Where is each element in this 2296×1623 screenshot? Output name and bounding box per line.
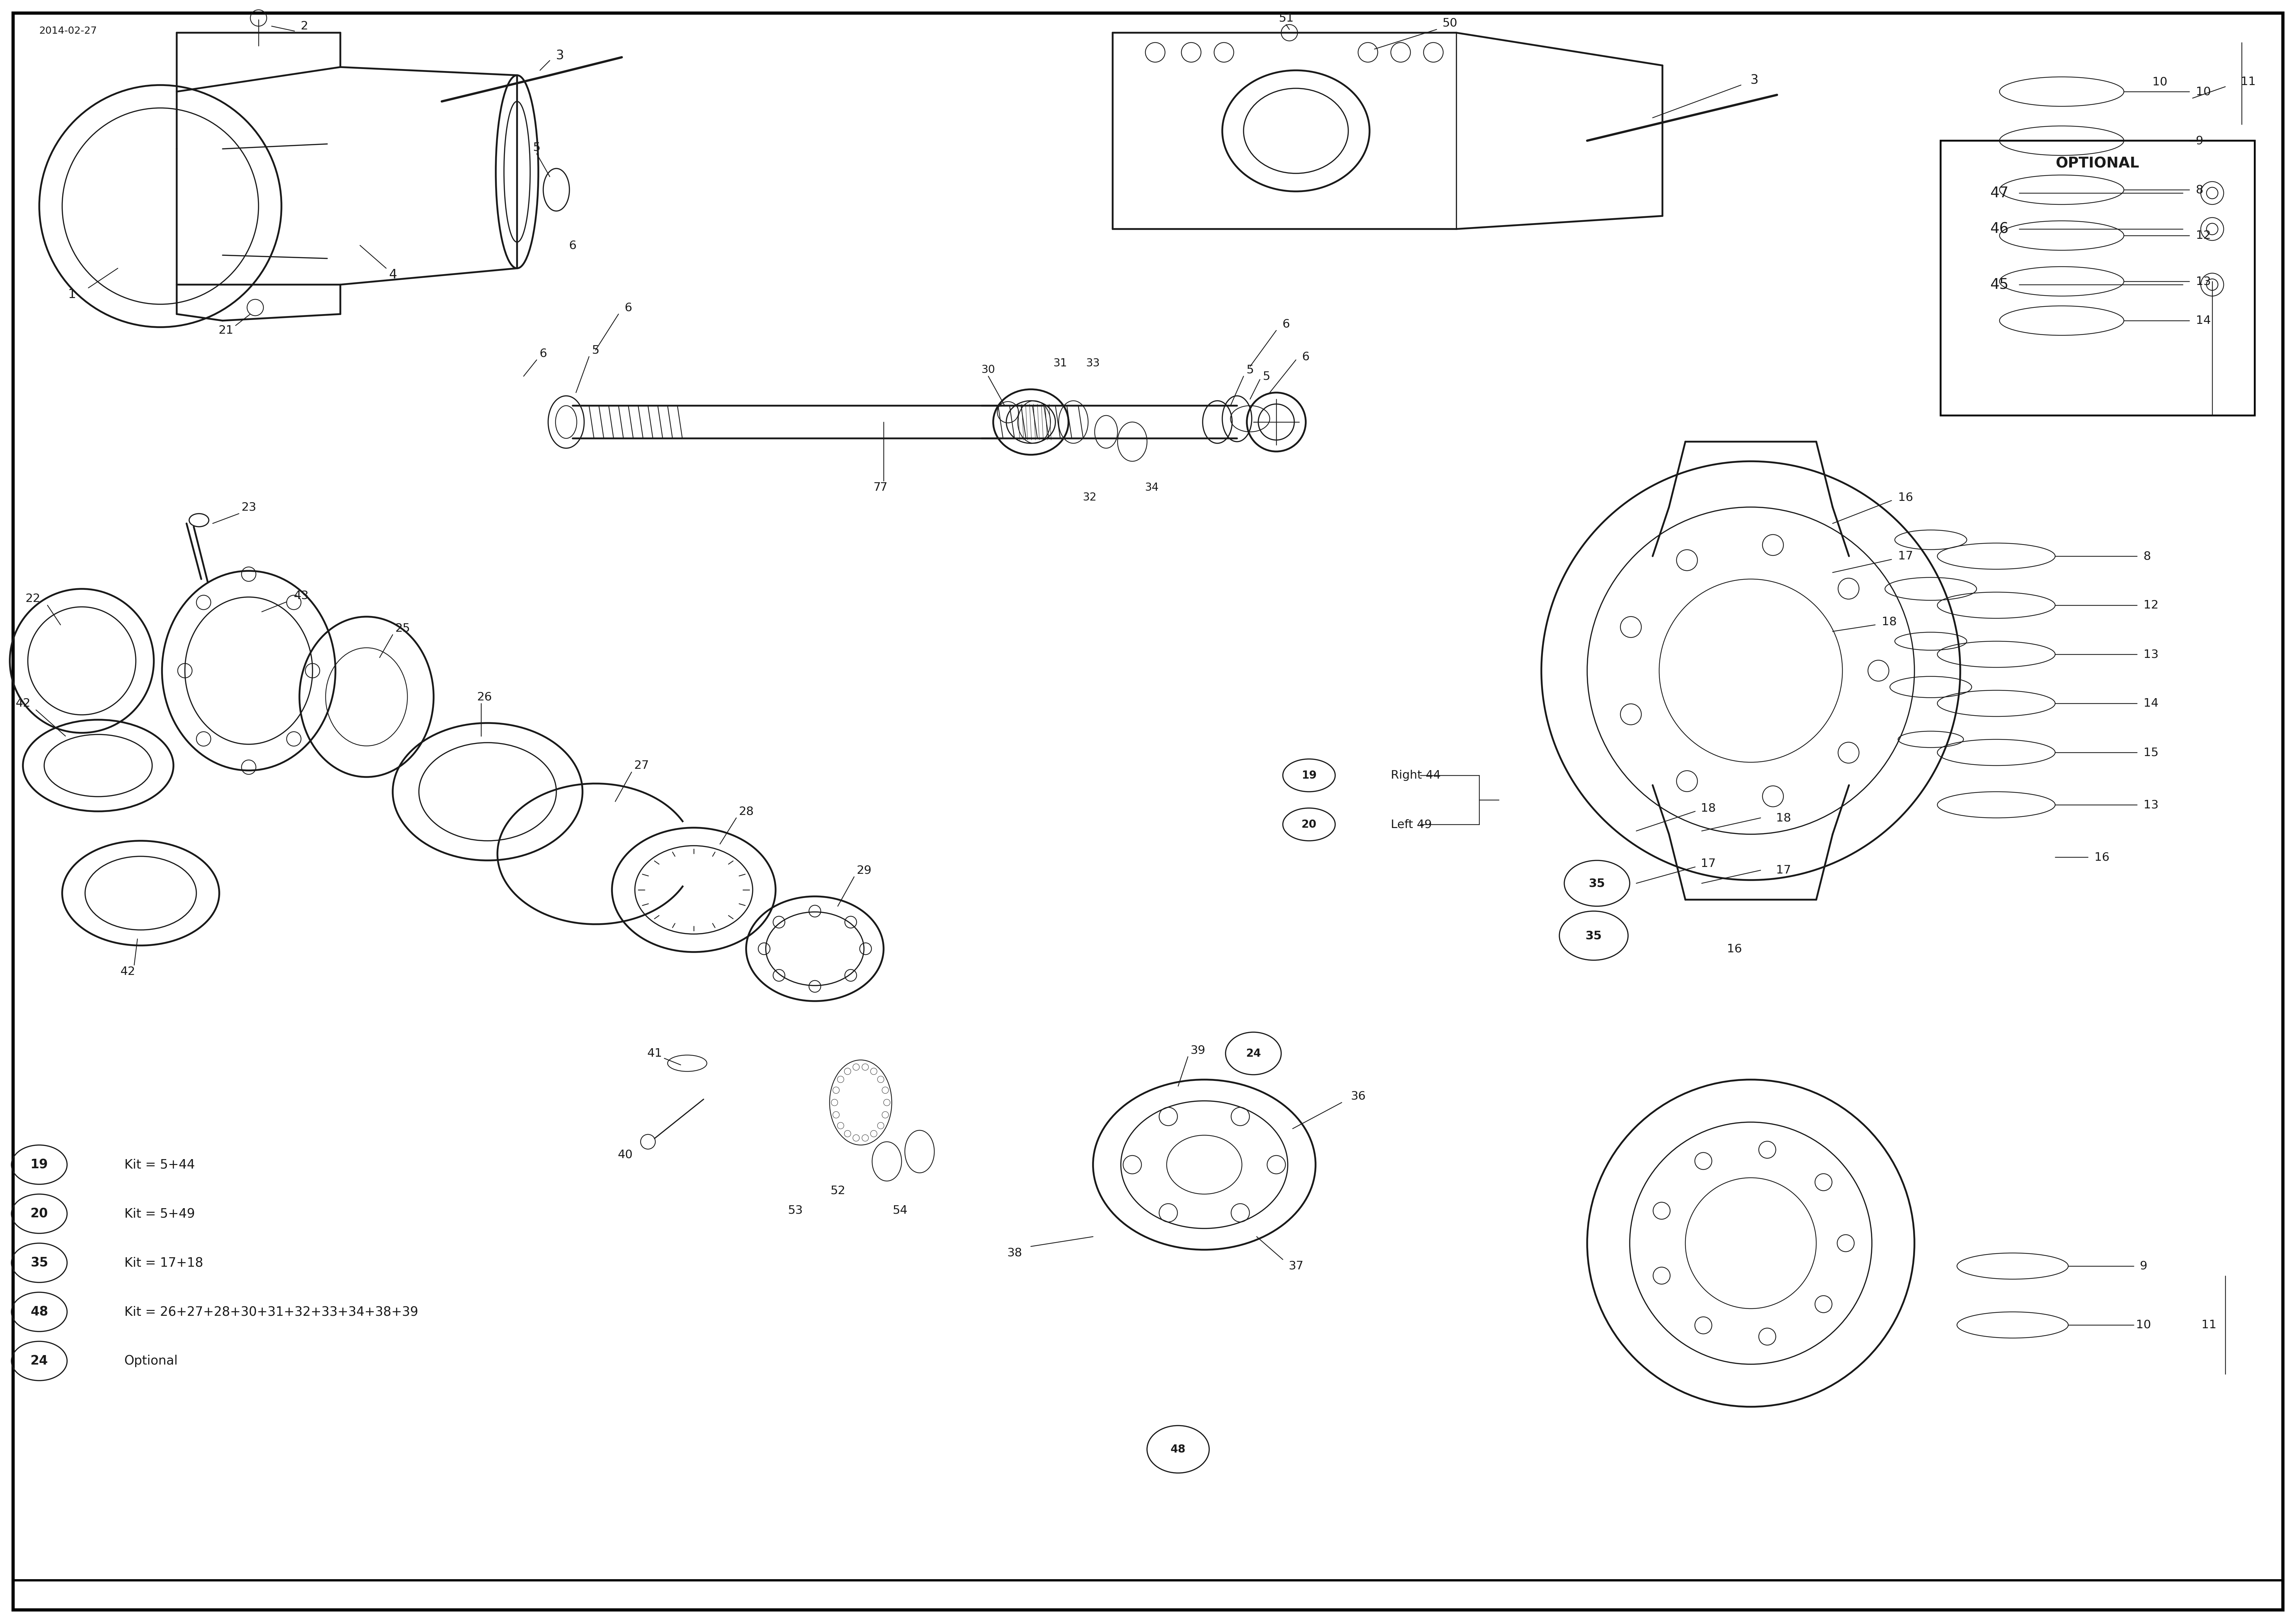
Text: 11: 11 [2241,76,2255,88]
Text: 34: 34 [1146,482,1159,493]
Text: 46: 46 [1991,222,2009,235]
Text: 43: 43 [294,589,308,601]
Text: 29: 29 [856,865,872,876]
Text: 23: 23 [241,502,257,513]
Text: 35: 35 [1589,878,1605,889]
Text: 50: 50 [1442,18,1458,29]
Text: Right 44: Right 44 [1391,769,1440,781]
Text: 2014-02-27: 2014-02-27 [39,26,96,36]
Text: 13: 13 [2144,799,2158,810]
Text: 18: 18 [1777,813,1791,823]
Text: 40: 40 [618,1149,634,1160]
Text: 41: 41 [647,1048,661,1058]
Text: 35: 35 [30,1256,48,1269]
Text: 9: 9 [2140,1261,2147,1272]
Text: Kit = 26+27+28+30+31+32+33+34+38+39: Kit = 26+27+28+30+31+32+33+34+38+39 [124,1305,418,1318]
Text: 47: 47 [1991,187,2009,200]
Text: 16: 16 [1727,943,1743,954]
Text: 12: 12 [2195,230,2211,242]
Text: 39: 39 [1189,1045,1205,1055]
Text: 54: 54 [893,1204,907,1216]
Text: 2: 2 [301,21,308,32]
Text: 22: 22 [25,592,41,604]
Text: 30: 30 [980,364,994,375]
Text: 21: 21 [218,325,234,336]
Text: 13: 13 [2195,276,2211,287]
Text: Kit = 5+49: Kit = 5+49 [124,1208,195,1220]
Text: 6: 6 [569,240,576,252]
Text: 7: 7 [879,482,886,493]
Text: 18: 18 [1883,617,1896,626]
Text: 11: 11 [2202,1319,2216,1331]
Text: OPTIONAL: OPTIONAL [2055,156,2140,170]
Text: 12: 12 [2144,599,2158,610]
Text: 45: 45 [1991,278,2009,292]
Text: 36: 36 [1350,1091,1366,1102]
Text: 5: 5 [592,344,599,355]
Text: 37: 37 [1288,1261,1304,1272]
Text: 7: 7 [872,482,882,493]
Text: Kit = 17+18: Kit = 17+18 [124,1256,202,1269]
Text: 6: 6 [1302,351,1309,362]
Text: 32: 32 [1084,492,1097,503]
Text: 53: 53 [788,1204,804,1216]
Bar [1940,141,2255,415]
Text: 24: 24 [1247,1048,1261,1058]
Text: 42: 42 [119,966,135,977]
Text: 6: 6 [625,302,631,313]
Text: 26: 26 [478,691,491,703]
Text: 5: 5 [1247,364,1254,375]
Text: 18: 18 [1701,802,1715,813]
Text: 5: 5 [1263,370,1270,381]
Text: 48: 48 [30,1305,48,1318]
Text: 14: 14 [2195,315,2211,326]
Text: Optional: Optional [124,1355,179,1367]
Text: 10: 10 [2135,1319,2151,1331]
Text: 20: 20 [1302,820,1316,829]
Text: 31: 31 [1054,357,1068,368]
Text: 3: 3 [1750,75,1759,86]
Text: 51: 51 [1279,13,1293,24]
Text: 20: 20 [30,1208,48,1220]
Text: 25: 25 [395,623,411,633]
Text: 6: 6 [1283,318,1290,329]
Text: 48: 48 [1171,1444,1185,1454]
Text: 24: 24 [30,1355,48,1367]
Text: 10: 10 [2151,76,2167,88]
Text: 4: 4 [388,268,397,281]
Text: 17: 17 [1777,865,1791,876]
Text: 1: 1 [69,289,76,300]
Text: Kit = 5+44: Kit = 5+44 [124,1159,195,1170]
Text: 33: 33 [1086,357,1100,368]
Text: 16: 16 [1899,492,1913,503]
Text: 8: 8 [2195,183,2204,195]
Text: 17: 17 [1899,550,1913,562]
Text: 42: 42 [16,698,30,709]
Text: 5: 5 [533,141,540,153]
Text: 13: 13 [2144,649,2158,661]
Text: 35: 35 [1587,930,1603,941]
Text: 19: 19 [1302,769,1316,781]
Text: 16: 16 [2094,852,2110,863]
Text: 14: 14 [2144,698,2158,709]
Text: 27: 27 [634,760,650,771]
Text: 10: 10 [2195,86,2211,97]
Text: 38: 38 [1008,1248,1022,1258]
Text: 15: 15 [2144,747,2158,758]
Text: Left 49: Left 49 [1391,820,1433,829]
Text: 6: 6 [540,347,546,359]
Text: 52: 52 [831,1185,845,1196]
Text: 3: 3 [556,49,563,62]
Text: 9: 9 [2195,135,2204,146]
Text: 19: 19 [30,1159,48,1170]
Text: 17: 17 [1701,859,1715,870]
Text: 8: 8 [2144,550,2151,562]
Text: 28: 28 [739,805,753,816]
